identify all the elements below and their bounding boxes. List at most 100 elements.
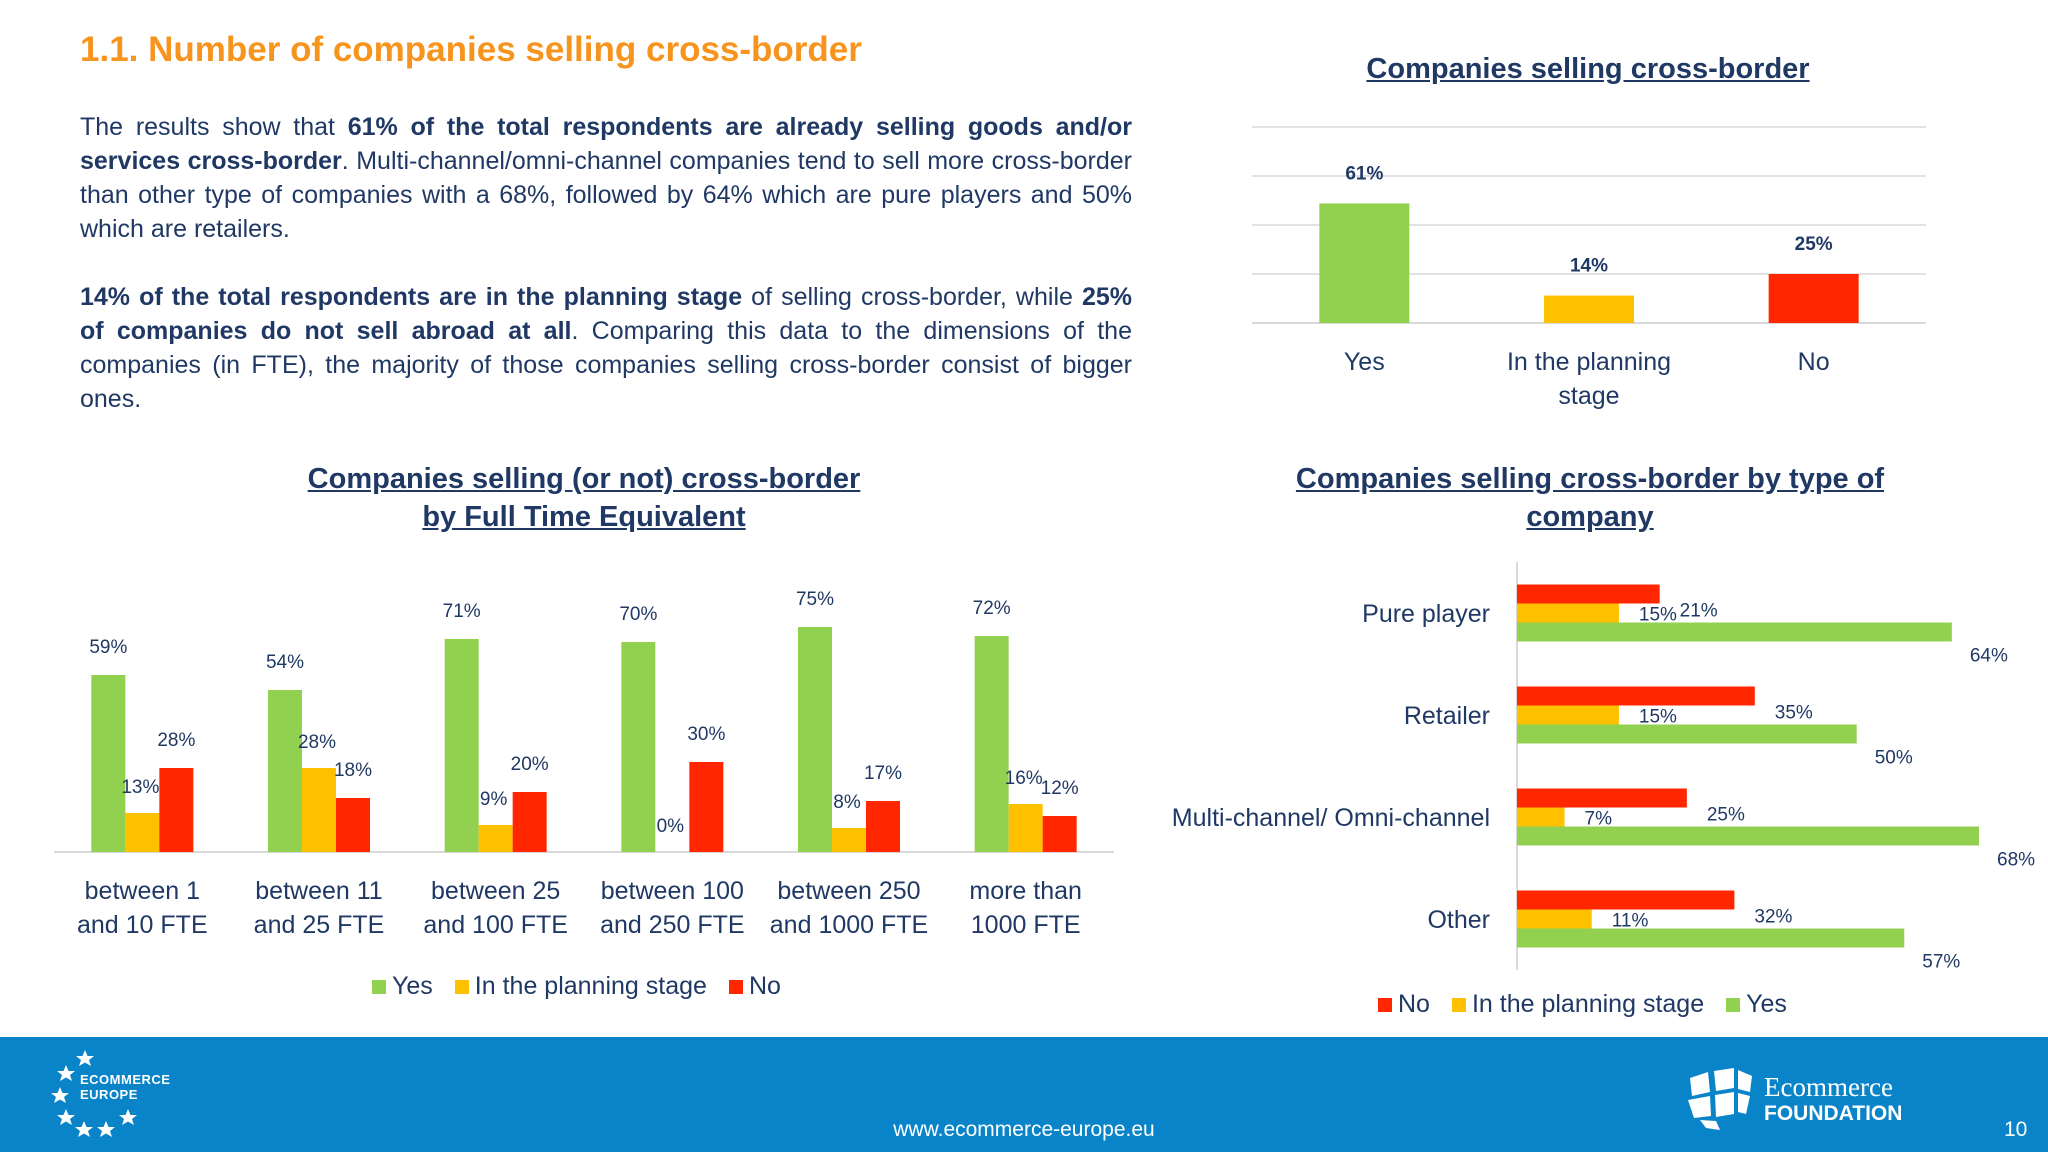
chart3-data-label: 57% (1922, 952, 1960, 973)
chart3-data-label: 15% (1639, 707, 1677, 728)
chart1-title: Companies selling cross-border (1366, 53, 1810, 85)
footer-bar (0, 1037, 2048, 1152)
chart2-legend-no-label: No (748, 972, 781, 1000)
paragraph-2-bold-a: 14% of the total respondents are in the … (80, 283, 743, 311)
chart3-legend-yes: Yes (1726, 990, 1787, 1019)
chart3-bar-0 (1517, 788, 1687, 808)
legend-swatch-yes (1726, 997, 1741, 1012)
ecommerce-foundation-logo-text-2: FOUNDATION (1764, 1102, 1903, 1125)
chart2-legend-no: No (728, 972, 781, 1001)
paragraph-1-text-b: . Multi-channel/omni-channel companies t… (80, 147, 1132, 243)
chart3-bar-2 (1517, 928, 1905, 948)
legend-swatch-yes (372, 979, 386, 994)
chart2-data-label: 12% (1041, 778, 1079, 799)
chart2-data-label: 71% (443, 601, 481, 622)
chart2-legend-yes-label: Yes (392, 972, 433, 1000)
body-text: The results show that 61% of the total r… (80, 110, 1132, 450)
chart2-data-label: 70% (619, 604, 657, 625)
chart2-bar-0 (91, 675, 126, 852)
chart2-bar-2 (159, 768, 194, 852)
chart3-bar-1 (1517, 807, 1565, 827)
chart2-category-label: between 100 (601, 877, 744, 905)
chart3-data-label: 15% (1639, 605, 1677, 626)
chart2-data-label: 28% (157, 730, 195, 751)
chart2-data-label: 16% (1005, 768, 1043, 789)
chart2-bar-0 (268, 690, 302, 852)
chart3-bar-0 (1517, 584, 1660, 604)
chart2-data-label: 28% (298, 732, 336, 753)
chart2-bar-0 (621, 642, 656, 852)
chart2-bar-1 (302, 768, 336, 852)
chart3-category-label: Other (1427, 906, 1490, 934)
chart3-title: Companies selling cross-border by type o… (1240, 460, 1940, 536)
chart1-category-label: stage (1558, 382, 1619, 410)
chart3-bar-0 (1517, 686, 1755, 706)
chart2-title-line-1: Companies selling (or not) cross-border (307, 463, 861, 495)
chart3-data-label: 35% (1775, 703, 1813, 724)
paragraph-1-bold-a: 61% of the total respondents are already… (80, 113, 1132, 175)
chart3-bar-2 (1517, 826, 1979, 846)
chart3-legend: No In the planning stage Yes (1378, 990, 1787, 1019)
chart3-bar-1 (1517, 705, 1619, 725)
chart1-category-label: No (1798, 348, 1830, 376)
ecommerce-europe-stars-icon (51, 1050, 137, 1137)
chart2-bar-2 (1042, 816, 1077, 852)
chart1-data-label: 61% (1345, 163, 1383, 184)
legend-swatch-planning (1451, 997, 1466, 1012)
chart2-data-label: 72% (973, 598, 1011, 619)
legend-swatch-no (728, 979, 743, 994)
chart1-category-label: In the planning (1507, 348, 1671, 376)
chart3-data-label: 25% (1707, 805, 1745, 826)
chart2-data-label: 18% (334, 760, 372, 781)
chart2-data-label: 13% (121, 777, 159, 798)
chart2-data-label: 59% (89, 637, 127, 658)
chart2-bar-0 (974, 636, 1009, 852)
paragraph-2-text-a: of selling cross-border, while (742, 283, 1082, 311)
chart2-category-label: more than (969, 877, 1082, 905)
chart1-bar (1544, 295, 1634, 323)
chart2-bar-1 (478, 825, 513, 852)
ecommerce-foundation-logo-text-1: Ecommerce (1764, 1072, 1893, 1102)
chart2-bar-1 (1008, 804, 1043, 852)
paragraph-1-text-a: The results show that (80, 113, 348, 141)
chart3-data-label: 21% (1680, 601, 1718, 622)
chart3-category-label: Pure player (1362, 600, 1490, 628)
chart2-title: Companies selling (or not) cross-border … (200, 460, 968, 536)
chart2-bar-2 (512, 792, 547, 852)
chart3-data-label: 64% (1970, 646, 2008, 667)
chart3-legend-no-label: No (1398, 990, 1430, 1018)
page-number: 10 (2004, 1118, 2028, 1141)
chart2-bar-2 (336, 798, 370, 852)
chart2-category-label: between 25 (431, 877, 560, 905)
chart2-category-label: and 100 FTE (423, 911, 568, 939)
chart2-bar-0 (798, 627, 832, 852)
chart2-data-label: 9% (480, 789, 508, 810)
chart2-category-label: and 10 FTE (77, 911, 208, 939)
chart2-data-label: 75% (796, 589, 834, 610)
chart2-bar-1 (125, 813, 160, 852)
chart2-category-label: between 1 (85, 877, 200, 905)
legend-swatch-planning (454, 979, 469, 994)
chart2-data-label: 0% (657, 816, 685, 837)
chart3-bar-1 (1517, 909, 1592, 929)
chart3-category-label: Retailer (1404, 702, 1490, 730)
chart3-title-line-2: company (1526, 501, 1654, 533)
chart2-data-label: 17% (864, 763, 902, 784)
chart2-legend-yes: Yes (372, 972, 433, 1001)
chart3-bar-2 (1517, 724, 1857, 744)
chart2-title-line-2: by Full Time Equivalent (422, 501, 746, 533)
ecommerce-europe-logo-text: ECOMMERCE EUROPE (80, 1072, 170, 1102)
chart3-bar-0 (1517, 890, 1735, 910)
chart1-data-label: 25% (1795, 234, 1833, 255)
chart2-data-label: 30% (687, 724, 725, 745)
footer-url-link[interactable]: www.ecommerce-europe.eu (893, 1118, 1155, 1141)
chart2-data-label: 8% (833, 792, 861, 813)
chart3-legend-planning-label: In the planning stage (1471, 990, 1705, 1018)
chart2-category-label: between 250 (777, 877, 920, 905)
chart3-data-label: 11% (1612, 911, 1649, 932)
chart3-bar-1 (1517, 603, 1619, 623)
chart1-category-label: Yes (1344, 348, 1385, 376)
chart3-legend-planning: In the planning stage (1451, 990, 1705, 1019)
chart2-legend-planning-label: In the planning stage (474, 972, 707, 1000)
